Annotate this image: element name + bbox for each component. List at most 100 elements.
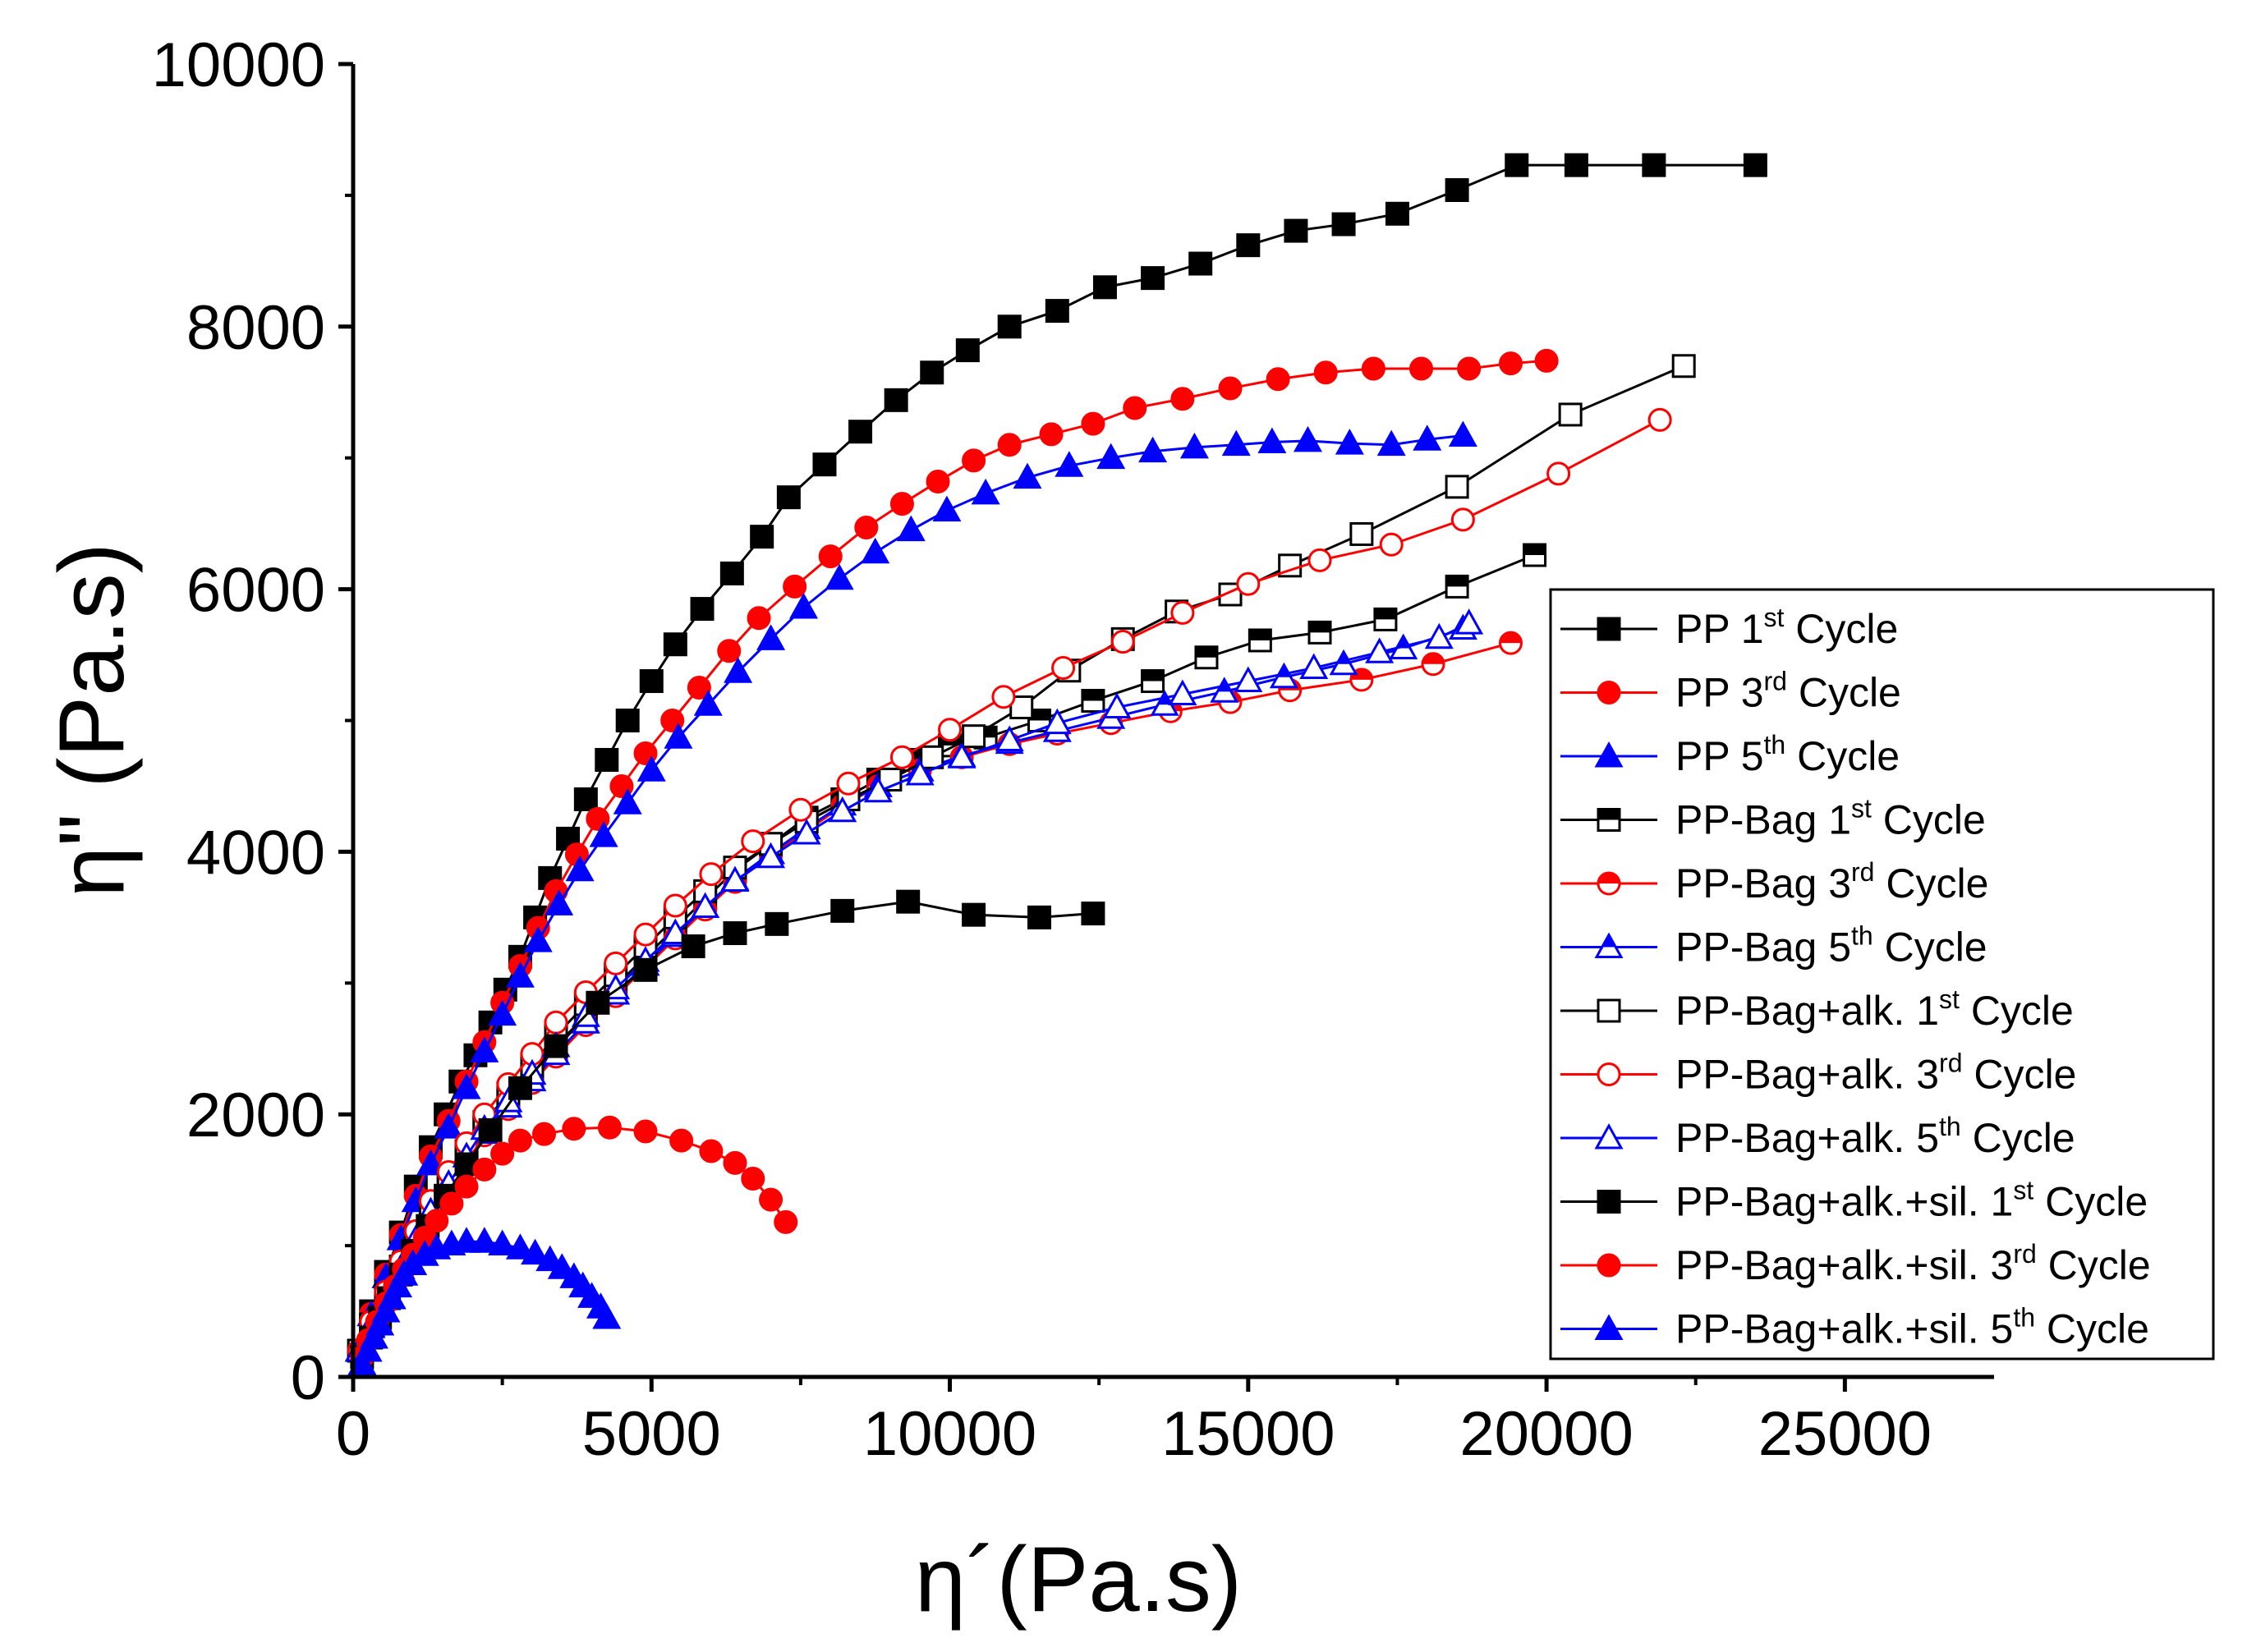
- legend-label-sup: rd: [2013, 1239, 2036, 1269]
- data-point: [488, 999, 517, 1026]
- data-point: [669, 1128, 694, 1153]
- legend-label-rest: Cycle: [2033, 1179, 2148, 1225]
- data-point: [759, 1187, 783, 1212]
- data-point: [681, 934, 705, 959]
- data-point: [812, 452, 837, 477]
- data-point: [1096, 443, 1126, 470]
- legend-label-rest: Cycle: [1874, 860, 1988, 906]
- data-point: [1647, 407, 1672, 432]
- data-point: [750, 525, 774, 549]
- legend-label: PP 5th Cycle: [1675, 730, 1900, 779]
- data-point: [896, 515, 926, 542]
- legend-label-sup: th: [1764, 730, 1786, 759]
- data-point: [691, 892, 720, 919]
- data-point: [353, 1335, 383, 1362]
- legend-label: PP-Bag+alk. 3rd Cycle: [1675, 1049, 2076, 1098]
- data-point: [947, 742, 976, 769]
- data-point: [613, 788, 642, 815]
- data-point: [1361, 356, 1385, 381]
- data-point: [1045, 299, 1069, 324]
- data-point: [664, 723, 693, 749]
- data-point: [573, 787, 598, 811]
- data-point: [1671, 354, 1696, 379]
- series-2: [347, 348, 1559, 1363]
- data-point: [741, 829, 765, 854]
- legend-label: PP-Bag+alk.+sil. 1st Cycle: [1675, 1176, 2148, 1225]
- data-point: [783, 574, 807, 599]
- data-point: [756, 624, 786, 650]
- legend-label-rest: Cycle: [1872, 797, 1986, 843]
- data-point: [1141, 266, 1165, 291]
- data-point: [971, 478, 1000, 505]
- data-point: [1335, 429, 1364, 455]
- data-point-half: [1142, 670, 1164, 681]
- data-point: [1284, 218, 1308, 243]
- legend-marker: [1594, 741, 1624, 768]
- legend-entry: PP-Bag+alk.+sil. 3rd Cycle: [1560, 1239, 2151, 1288]
- data-point: [1293, 425, 1322, 452]
- data-point: [490, 1141, 515, 1166]
- legend-label-sup: st: [1939, 984, 1960, 1014]
- legend-entry: PP-Bag+alk. 3rd Cycle: [1560, 1049, 2076, 1098]
- legend-label-sup: st: [1764, 603, 1785, 632]
- data-point: [1385, 201, 1409, 226]
- data-point: [615, 709, 640, 732]
- legend-label: PP-Bag+alk.+sil. 3rd Cycle: [1675, 1239, 2151, 1288]
- x-tick-label: 10000: [863, 1399, 1036, 1469]
- data-point: [854, 515, 879, 539]
- data-point: [1218, 376, 1243, 401]
- legend-label-sup: rd: [1939, 1049, 1962, 1078]
- data-point: [1123, 396, 1147, 420]
- data-point: [997, 314, 1022, 339]
- data-point: [604, 951, 628, 975]
- legend-marker: [1594, 1314, 1624, 1340]
- data-point: [452, 1227, 481, 1253]
- legend-label-rest: Cycle: [1873, 925, 1987, 971]
- data-point: [1081, 411, 1105, 436]
- data-point: [1170, 387, 1195, 411]
- legend-entry: PP-Bag+alk. 1st Cycle: [1560, 984, 2074, 1034]
- data-point: [1092, 275, 1117, 300]
- data-point: [1055, 451, 1084, 477]
- legend-marker: [1597, 998, 1621, 1023]
- legend-label-rest: Cycle: [1960, 988, 2074, 1034]
- data-point: [505, 1233, 535, 1260]
- data-point: [1457, 356, 1482, 381]
- y-tick-label: 6000: [186, 556, 325, 626]
- data-point: [955, 338, 980, 363]
- data-point: [544, 1010, 568, 1035]
- data-point-half: [1082, 690, 1104, 701]
- legend-label-sup: rd: [1764, 667, 1787, 696]
- data-point: [792, 818, 821, 845]
- data-point: [508, 1128, 532, 1153]
- data-point: [962, 724, 986, 749]
- legend-label-sup: th: [2013, 1303, 2035, 1333]
- legend-label-base: PP-Bag 3: [1675, 860, 1851, 906]
- data-point: [861, 537, 890, 564]
- data-point: [1027, 905, 1052, 929]
- data-point: [1138, 436, 1168, 463]
- series-line: [357, 359, 1547, 1351]
- legend-label-base: PP 1: [1675, 606, 1764, 652]
- data-point: [347, 1348, 377, 1375]
- x-tick-label: 20000: [1459, 1399, 1633, 1469]
- data-point: [1409, 356, 1434, 381]
- data-point: [789, 592, 819, 619]
- legend-entry: PP 1st Cycle: [1560, 603, 1898, 652]
- data-point: [1221, 429, 1251, 457]
- data-point: [1307, 548, 1332, 572]
- data-point: [932, 495, 962, 522]
- data-point: [723, 1150, 747, 1175]
- data-point: [633, 922, 658, 947]
- data-point: [1257, 427, 1287, 453]
- legend-label-rest: Cycle: [2037, 1242, 2151, 1288]
- data-point: [1313, 360, 1338, 385]
- legend-label-base: PP-Bag+alk. 5: [1675, 1115, 1939, 1161]
- series-layer: [344, 153, 1767, 1375]
- legend-label: PP-Bag 3rd Cycle: [1675, 857, 1988, 906]
- legend-entry: PP-Bag 1st Cycle: [1560, 794, 1986, 843]
- data-point: [719, 561, 744, 585]
- data-point: [690, 597, 715, 622]
